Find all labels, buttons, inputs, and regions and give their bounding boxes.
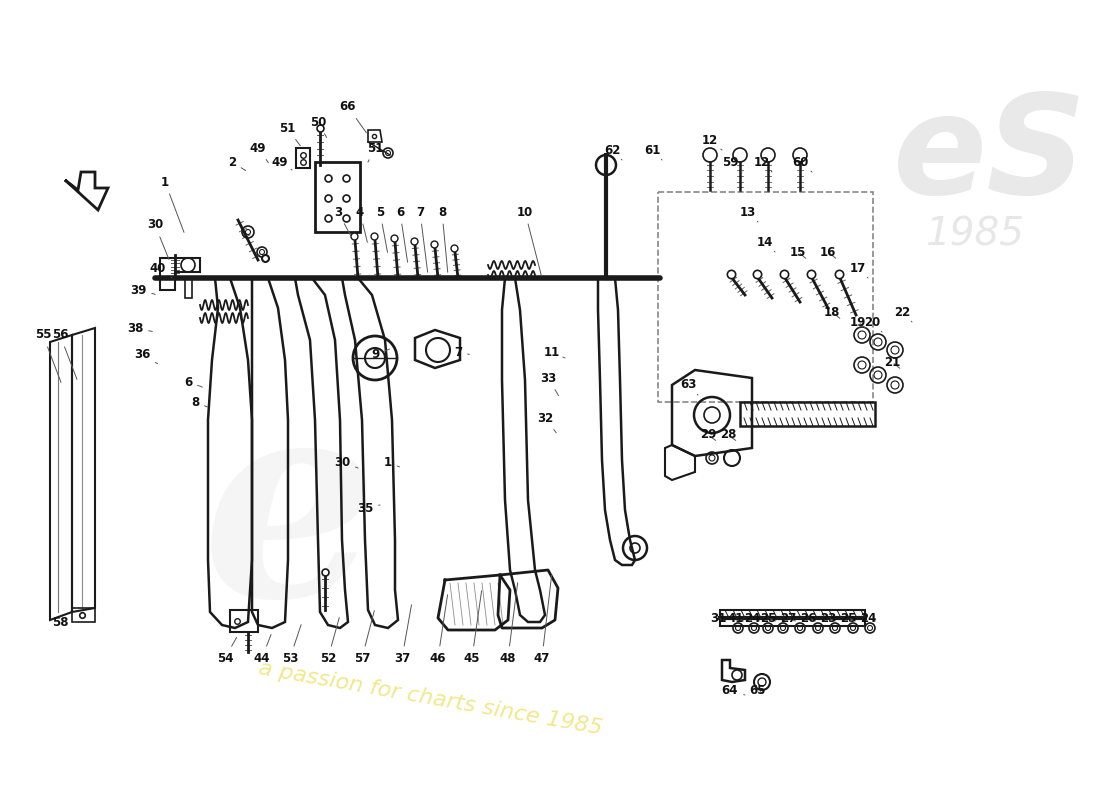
Text: 1: 1: [161, 175, 184, 233]
Text: 18: 18: [824, 306, 840, 318]
Text: 22: 22: [894, 306, 912, 322]
Text: 1: 1: [384, 455, 399, 469]
Text: 49: 49: [250, 142, 268, 162]
Text: 45: 45: [464, 590, 482, 665]
Text: 25: 25: [839, 611, 856, 625]
Text: 17: 17: [850, 262, 868, 278]
Text: 57: 57: [354, 610, 374, 665]
Text: 50: 50: [310, 115, 327, 138]
Text: 55: 55: [35, 329, 60, 382]
Text: 28: 28: [719, 429, 736, 442]
Text: 2: 2: [228, 155, 245, 170]
Text: 1985: 1985: [925, 216, 1024, 254]
Text: 40: 40: [150, 262, 172, 278]
Text: 20: 20: [864, 315, 882, 332]
Text: 11: 11: [543, 346, 565, 358]
Text: 56: 56: [52, 329, 77, 379]
Text: 15: 15: [790, 246, 806, 258]
Text: 38: 38: [126, 322, 152, 334]
Text: 25: 25: [760, 611, 777, 625]
Text: 7: 7: [454, 346, 470, 358]
Text: 27: 27: [780, 611, 796, 625]
Text: 24: 24: [744, 611, 760, 625]
Text: 12: 12: [702, 134, 722, 150]
Text: 5: 5: [376, 206, 387, 252]
Text: 4: 4: [356, 206, 367, 242]
Text: 37: 37: [394, 605, 411, 665]
Text: 53: 53: [282, 625, 301, 665]
Text: 29: 29: [700, 429, 716, 442]
Text: 19: 19: [850, 315, 866, 329]
Text: 6: 6: [184, 375, 202, 389]
Text: 60: 60: [792, 155, 812, 172]
Text: 23: 23: [820, 611, 836, 625]
Text: 33: 33: [540, 371, 559, 396]
Text: 9: 9: [371, 349, 389, 362]
Text: 14: 14: [757, 235, 776, 252]
Text: 63: 63: [680, 378, 698, 395]
Text: 8: 8: [191, 395, 208, 409]
Text: 46: 46: [430, 594, 448, 665]
Text: 44: 44: [254, 634, 271, 665]
Text: 3: 3: [334, 206, 351, 235]
Text: 51: 51: [366, 142, 383, 162]
Text: 59: 59: [722, 155, 742, 172]
Text: 21: 21: [884, 355, 900, 369]
Text: 61: 61: [644, 143, 662, 160]
Bar: [658, 192, 873, 402]
Text: a passion for charts since 1985: a passion for charts since 1985: [256, 658, 604, 738]
Text: 10: 10: [517, 206, 541, 275]
Text: 6: 6: [396, 206, 408, 262]
Text: 30: 30: [147, 218, 169, 259]
Text: 32: 32: [537, 411, 557, 433]
Text: 58: 58: [52, 615, 75, 629]
Text: 52: 52: [320, 618, 339, 665]
Text: 8: 8: [438, 206, 448, 272]
Text: 35: 35: [356, 502, 380, 514]
Text: 24: 24: [860, 611, 877, 625]
Text: 13: 13: [740, 206, 758, 222]
Text: 30: 30: [334, 455, 358, 469]
Text: 64: 64: [722, 683, 745, 697]
Text: 36: 36: [134, 349, 157, 364]
Text: eS: eS: [893, 87, 1087, 222]
Text: 47: 47: [534, 574, 552, 665]
Bar: [740, 402, 874, 426]
Text: 62: 62: [604, 143, 622, 160]
Text: 51: 51: [278, 122, 300, 146]
Text: e: e: [201, 386, 378, 654]
Bar: [720, 610, 865, 626]
Text: 31: 31: [710, 611, 726, 625]
Text: 54: 54: [217, 638, 236, 665]
Text: 65: 65: [750, 683, 767, 697]
Text: 12: 12: [754, 155, 772, 172]
Text: 16: 16: [820, 246, 836, 258]
Text: 49: 49: [272, 155, 292, 170]
Text: 26: 26: [800, 611, 816, 625]
Text: 48: 48: [499, 582, 518, 665]
Text: 39: 39: [130, 283, 155, 297]
Text: 41: 41: [728, 611, 745, 625]
Text: 7: 7: [416, 206, 428, 272]
Text: 66: 66: [340, 101, 366, 133]
